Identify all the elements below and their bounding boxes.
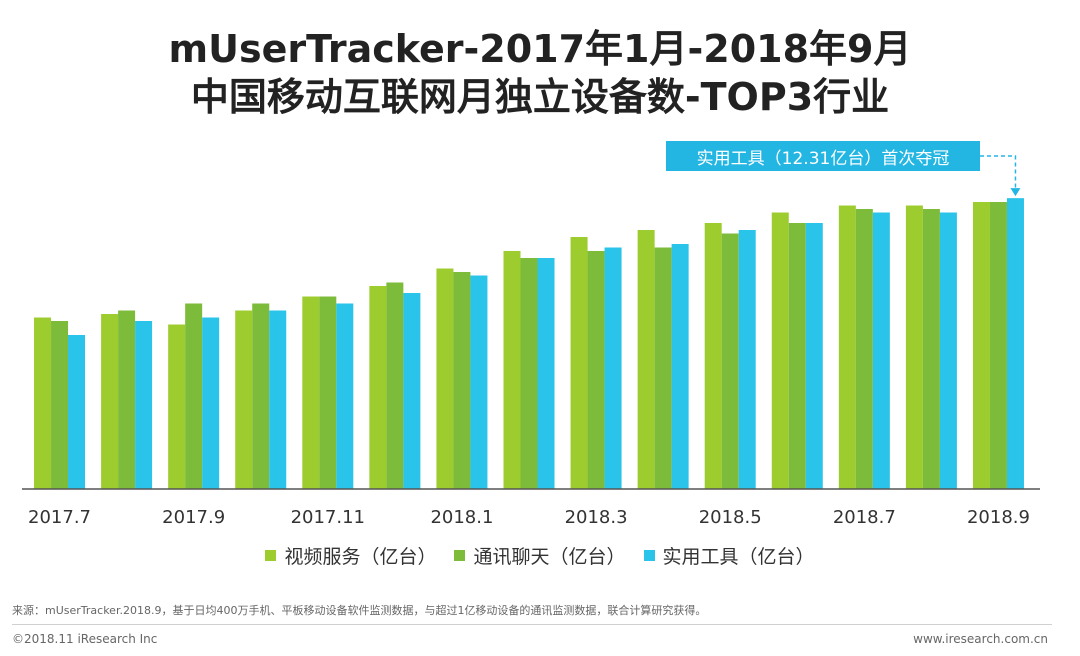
- bar-s2-2018.1: [453, 272, 471, 489]
- x-tick-label-2018.5: 2018.5: [699, 507, 762, 528]
- bar-s1-2017.9: [168, 324, 186, 489]
- legend-swatch-chat: [454, 550, 466, 561]
- bar-s1-2018.6: [771, 212, 789, 489]
- bar-chart: 2017.7 2017.9 2017.11 2018.1 2018.3 2018.5 201…: [22, 155, 1040, 528]
- bar-s3-2017.8: [135, 321, 153, 489]
- bar-s2-2018.8: [922, 209, 940, 489]
- x-tick-label-2018.3: 2018.3: [565, 507, 628, 528]
- legend-swatch-tools: [643, 550, 655, 561]
- legend-label-chat: 通讯聊天（亿台）: [473, 546, 626, 568]
- chart-title-line1: mUserTracker-2017年1月-2018年9月: [168, 27, 912, 71]
- x-tick-label-2018.7: 2018.7: [833, 507, 896, 528]
- bar-s2-2018.2: [520, 258, 538, 489]
- x-tick-label-2017.7: 2017.7: [28, 507, 91, 528]
- website-link[interactable]: www.iresearch.com.cn: [913, 632, 1048, 646]
- bar-s1-2017.10: [235, 310, 253, 489]
- bar-s2-2017.12: [386, 282, 404, 489]
- bar-s1-2017.8: [101, 314, 119, 489]
- bar-s3-2018.6: [805, 223, 823, 489]
- bar-s1-2018.1: [436, 268, 454, 489]
- bar-s2-2017.7: [51, 321, 69, 489]
- bar-s2-2018.7: [855, 209, 873, 489]
- bar-s3-2018.8: [939, 212, 957, 489]
- bar-s3-2017.9: [202, 317, 220, 489]
- bar-s3-2018.3: [604, 247, 622, 489]
- legend-label-video: 视频服务（亿台）: [284, 546, 437, 568]
- bar-s2-2017.10: [252, 303, 270, 489]
- bar-s2-2018.5: [721, 233, 739, 489]
- bar-s3-2017.11: [336, 303, 354, 489]
- bar-s3-2017.10: [269, 310, 287, 489]
- bar-s2-2018.4: [654, 247, 672, 489]
- bar-s1-2018.7: [838, 205, 856, 489]
- bar-s3-2018.1: [470, 275, 488, 489]
- bar-s3-2017.7: [68, 335, 86, 489]
- bar-s2-2018.3: [587, 251, 605, 489]
- bar-s3-2018.2: [537, 258, 555, 489]
- x-tick-label-2017.9: 2017.9: [162, 507, 225, 528]
- legend-label-tools: 实用工具（亿台）: [662, 546, 815, 568]
- legend-swatch-video: [265, 550, 277, 561]
- chart-legend: 视频服务（亿台） 通讯聊天（亿台） 实用工具（亿台）: [0, 542, 1080, 569]
- x-tick-label-2018.1: 2018.1: [430, 507, 493, 528]
- legend-item-video: 视频服务（亿台）: [265, 542, 436, 569]
- annotation-arrowhead: [1010, 188, 1021, 197]
- bar-s3-2018.7: [872, 212, 890, 489]
- bar-s2-2018.9: [989, 202, 1007, 489]
- bar-s2-2017.11: [319, 296, 337, 489]
- x-tick-label-2017.11: 2017.11: [291, 507, 365, 528]
- bar-s1-2018.8: [905, 205, 923, 489]
- annotation-callout: 实用工具（12.31亿台）首次夺冠: [666, 141, 980, 171]
- x-tick-label-2018.9: 2018.9: [967, 507, 1030, 528]
- bar-s1-2017.11: [302, 296, 320, 489]
- legend-item-tools: 实用工具（亿台）: [643, 542, 815, 569]
- bar-s3-2018.5: [738, 230, 756, 489]
- copyright-text: ©2018.11 iResearch Inc: [12, 632, 158, 646]
- bar-s1-2018.5: [704, 223, 722, 489]
- bar-s1-2017.7: [34, 317, 52, 489]
- bar-s3-2017.12: [403, 293, 421, 489]
- bar-s1-2018.4: [637, 230, 655, 489]
- bar-s2-2017.9: [185, 303, 203, 489]
- footer-divider: [12, 624, 1052, 625]
- bar-s2-2017.8: [118, 310, 136, 489]
- source-note: 来源：mUserTracker.2018.9，基于日均400万手机、平板移动设备…: [12, 604, 707, 617]
- chart-title-line2: 中国移动互联网月独立设备数-TOP3行业: [190, 75, 890, 119]
- bar-s1-2018.9: [972, 202, 990, 489]
- legend-item-chat: 通讯聊天（亿台）: [454, 542, 626, 569]
- bar-s1-2018.3: [570, 237, 588, 489]
- annotation-pointer: [980, 155, 1017, 191]
- bar-s1-2017.12: [369, 286, 387, 489]
- bar-s2-2018.6: [788, 223, 806, 489]
- bar-s1-2018.2: [503, 251, 521, 489]
- bar-s3-2018.9: [1006, 198, 1024, 489]
- bar-s3-2018.4: [671, 244, 689, 489]
